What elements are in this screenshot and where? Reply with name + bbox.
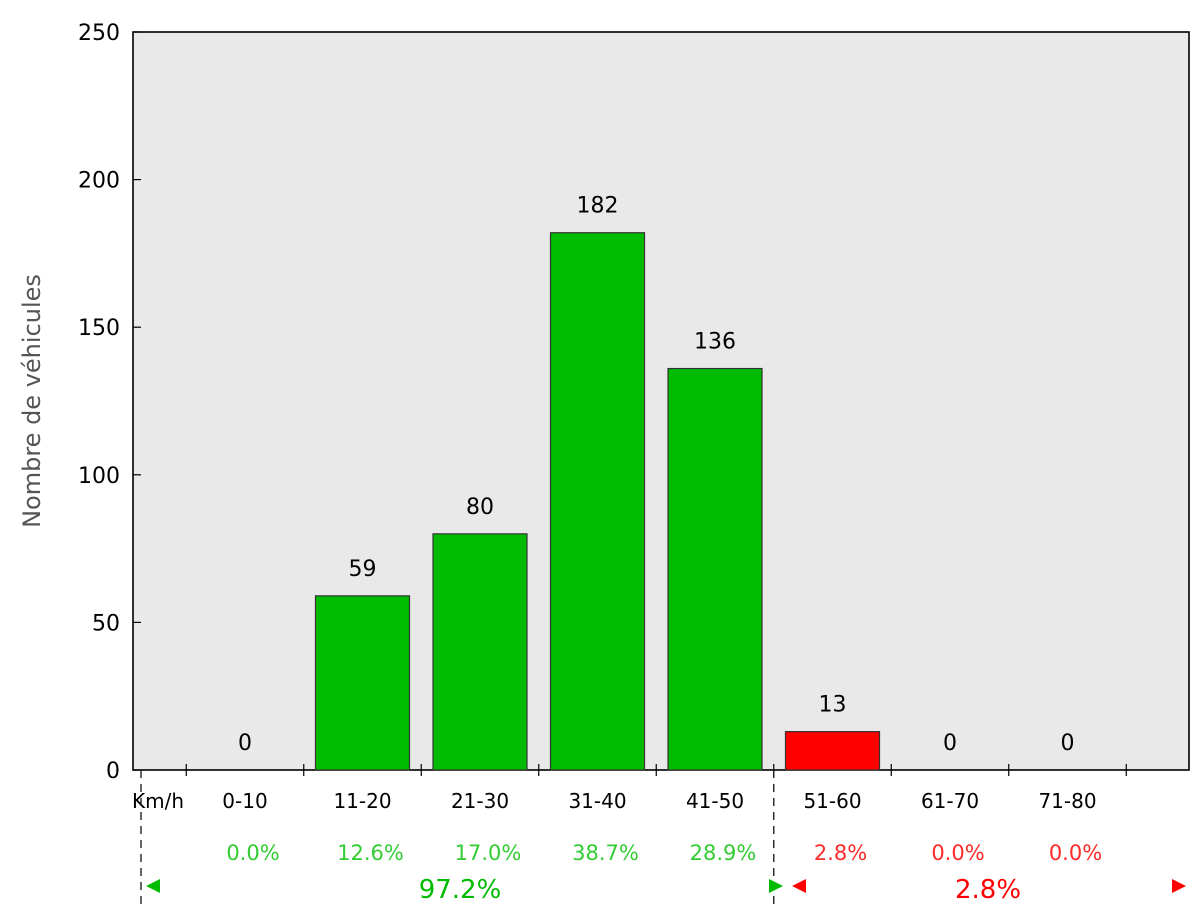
y-tick-label: 250 [78, 21, 120, 46]
y-tick-label: 50 [92, 611, 120, 636]
arrow-right-icon [769, 879, 783, 893]
arrow-left-icon [146, 879, 160, 893]
y-tick-label: 200 [78, 169, 120, 194]
bar [549, 232, 646, 771]
bar-value-label: 0 [238, 731, 252, 756]
percent-label: 12.6% [337, 841, 404, 865]
x-unit-label: Km/h [132, 789, 184, 813]
bar-value-label: 13 [819, 693, 847, 718]
plot-background [132, 31, 1190, 771]
bar [784, 731, 881, 771]
x-tick-label: 71-80 [1038, 789, 1096, 813]
percent-label: 0.0% [226, 841, 279, 865]
bar-value-label: 136 [694, 330, 736, 355]
percent-label: 0.0% [931, 841, 984, 865]
y-tick-label: 0 [106, 759, 120, 784]
x-tick-label: 61-70 [921, 789, 979, 813]
x-tick-label: 0-10 [222, 789, 267, 813]
group-total-label: 97.2% [419, 875, 502, 905]
group-total-label: 2.8% [955, 875, 1021, 905]
bar-value-label: 182 [577, 194, 619, 219]
bar [314, 595, 411, 771]
x-tick-label: 21-30 [451, 789, 509, 813]
bar-value-label: 80 [466, 495, 494, 520]
percent-label: 28.9% [690, 841, 757, 865]
summary: 97.2% 2.8% [140, 770, 1186, 907]
bars [314, 232, 881, 771]
percent-label: 17.0% [455, 841, 522, 865]
arrow-right-icon [1172, 879, 1186, 893]
bar [667, 367, 763, 771]
x-tick-label: 51-60 [803, 789, 861, 813]
percent-label: 2.8% [814, 841, 867, 865]
bar-value-label: 0 [943, 731, 957, 756]
y-tick-label: 100 [78, 464, 120, 489]
percent-label: 38.7% [572, 841, 639, 865]
axes: 0 50 100 150 200 250 Nombre de véhicules Km/h [18, 21, 1127, 813]
x-tick-label: 41-50 [686, 789, 744, 813]
bar-value-label: 0 [1061, 731, 1075, 756]
bar-value-label: 59 [349, 557, 377, 582]
percent-label: 0.0% [1049, 841, 1102, 865]
plot-area [132, 31, 1190, 771]
x-tick-label: 11-20 [333, 789, 391, 813]
x-tick-label: 31-40 [568, 789, 626, 813]
y-tick-label: 150 [78, 316, 120, 341]
bar [432, 533, 528, 771]
arrow-left-icon [792, 879, 806, 893]
y-axis-label: Nombre de véhicules [18, 274, 46, 528]
labels: 0 0-10 0.0% 59 11-20 12.6% 80 21-30 17.0% 182 31-4… [222, 194, 1102, 865]
